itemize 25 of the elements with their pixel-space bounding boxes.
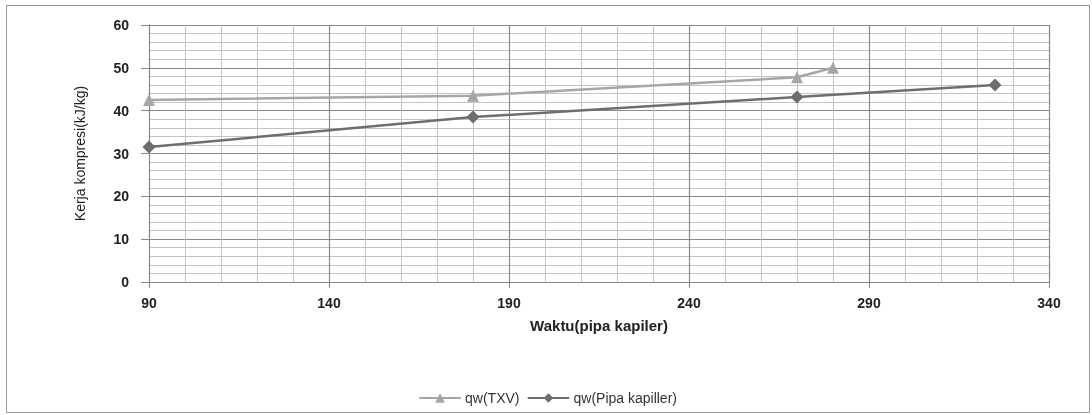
point — [467, 89, 479, 102]
x-tick-label: 240 — [677, 295, 701, 311]
point — [143, 93, 155, 106]
point — [142, 140, 156, 154]
point — [791, 71, 803, 84]
x-tick-label: 140 — [317, 295, 341, 311]
x-tick-label: 90 — [141, 295, 157, 311]
y-tick-label: 10 — [113, 231, 130, 248]
point — [466, 110, 480, 124]
point — [827, 61, 839, 74]
x-axis-title: Waktu(pipa kapiler) — [530, 317, 668, 334]
y-axis-title: Kerja kompresi(kJ/kg) — [72, 85, 88, 222]
y-tick-label: 20 — [113, 188, 130, 205]
y-tick-label: 50 — [113, 59, 130, 76]
legend-label: qw(TXV) — [465, 390, 520, 406]
point — [988, 78, 1002, 92]
y-tick-label: 0 — [121, 274, 130, 290]
y-tick-label: 40 — [113, 102, 130, 119]
x-tick-label: 190 — [497, 295, 521, 311]
x-tick-label: 340 — [1037, 295, 1061, 311]
y-tick-label: 60 — [113, 17, 130, 33]
x-tick-label: 290 — [857, 295, 881, 311]
y-tick-label: 30 — [113, 145, 130, 162]
legend-label: qw(Pipa kapiller) — [573, 390, 677, 406]
point — [790, 90, 804, 104]
